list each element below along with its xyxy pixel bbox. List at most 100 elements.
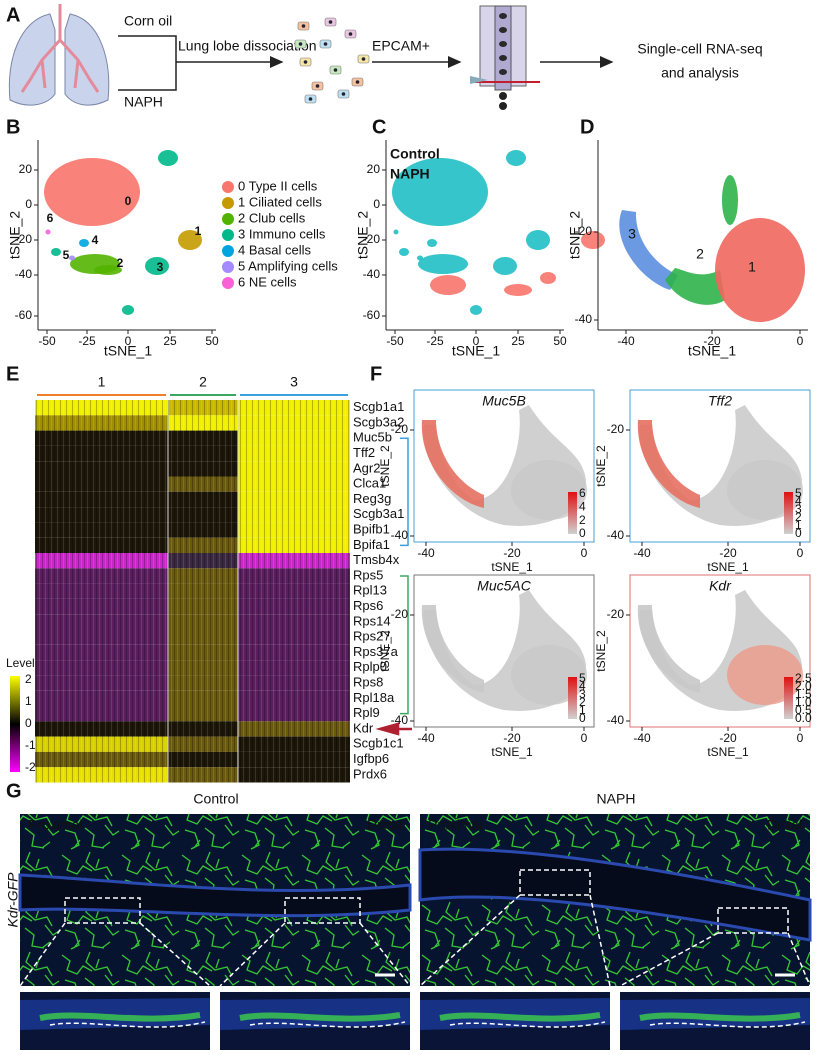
- cell-cluster: [393, 229, 399, 235]
- cell-cluster: [504, 284, 532, 296]
- gene-label: Rps6: [353, 598, 383, 613]
- gene-label: Tmsb4x: [353, 552, 400, 567]
- cell-cluster: [45, 229, 51, 235]
- treatment-label: NAPH: [124, 94, 163, 110]
- cell: [499, 13, 507, 19]
- cluster-id: 6: [47, 211, 54, 225]
- inset-epithelium: [620, 998, 810, 1030]
- cluster-id: 2: [117, 256, 124, 270]
- panel-label: B: [6, 116, 20, 138]
- cell-cluster: [470, 305, 482, 315]
- airway: [20, 4, 100, 93]
- y-tick-label: -40: [391, 713, 409, 727]
- inset-epithelium: [420, 998, 610, 1030]
- x-tick-label: 50: [553, 334, 567, 348]
- gene-label: Scgb1a1: [353, 399, 404, 414]
- scale-tick: 5: [579, 671, 586, 685]
- nucleus: [315, 84, 320, 88]
- y-tick-label: 0: [373, 197, 380, 211]
- scale-tick: 2: [579, 695, 586, 709]
- x-tick-label: 0: [581, 731, 588, 745]
- x-axis-label: tSNE_1: [491, 560, 533, 574]
- cell-cluster: [51, 248, 61, 256]
- legend-tick: 2: [25, 672, 32, 686]
- inset-outline: [449, 1021, 606, 1028]
- legend-swatch: [222, 181, 234, 193]
- y-tick-label: -20: [607, 607, 625, 621]
- legend-label: 2 Club cells: [238, 210, 306, 225]
- x-tick-label: -20: [503, 731, 521, 745]
- inset-outline: [249, 1021, 406, 1028]
- x-tick-label: -25: [426, 334, 444, 348]
- airway-epithelium: [18, 873, 412, 918]
- y-tick-label: -40: [607, 713, 625, 727]
- legend-label: Control: [390, 146, 440, 162]
- cell-cluster: [158, 150, 178, 166]
- step-label: and analysis: [661, 65, 739, 81]
- plot-frame: [413, 574, 595, 728]
- legend-swatch: [222, 229, 234, 241]
- cluster-id: 5: [63, 248, 70, 262]
- x-tick-label: -50: [386, 334, 404, 348]
- scale-tick: 1: [579, 703, 586, 717]
- cell-cluster: [145, 257, 169, 275]
- nucleus: [341, 92, 346, 96]
- x-axis-label: tSNE_1: [452, 343, 500, 359]
- airway-epithelium: [418, 847, 812, 942]
- scale-tick: 4: [579, 679, 586, 693]
- gene-label: Prdx6: [353, 766, 387, 781]
- cell-cluster: [122, 305, 134, 315]
- cell: [499, 55, 507, 61]
- arrow: [375, 722, 412, 736]
- nucleus: [301, 24, 306, 28]
- y-tick-label: 20: [19, 162, 33, 176]
- x-tick-label: -20: [719, 546, 737, 560]
- nucleus: [298, 42, 303, 46]
- nucleus: [328, 20, 333, 24]
- inset-signal: [439, 1012, 601, 1022]
- y-axis-label: tSNE_2: [7, 211, 23, 259]
- bracket: [400, 575, 409, 715]
- treatment-label: Corn oil: [124, 13, 172, 29]
- scale-tick: 0.0: [795, 711, 812, 725]
- nucleus: [361, 57, 366, 61]
- scale-tick: 1: [795, 518, 802, 532]
- panel-label: G: [6, 780, 22, 802]
- x-tick-label: 0: [581, 546, 588, 560]
- cell-highlight: [421, 420, 484, 508]
- y-tick-label: -40: [363, 267, 381, 281]
- color-scale: [10, 676, 20, 772]
- x-tick-label: -50: [38, 334, 56, 348]
- condition-label: NAPH: [597, 791, 636, 807]
- x-axis-label: tSNE_1: [104, 343, 152, 359]
- cell-cluster: [417, 255, 423, 261]
- scale-tick: 6: [579, 486, 586, 500]
- cell-cluster: [392, 158, 488, 226]
- cell-cluster: [427, 239, 437, 247]
- gene-label: Rps37a: [353, 644, 399, 659]
- cell-highlight: [637, 420, 700, 508]
- gene-label: Clca1: [353, 476, 386, 491]
- scale-tick: 3: [795, 502, 802, 516]
- legend-tick: 0: [25, 716, 32, 730]
- droplet: [499, 102, 507, 110]
- cluster-id: 1: [195, 224, 202, 238]
- gene-title: Kdr: [709, 578, 732, 594]
- y-tick-label: -20: [607, 422, 625, 436]
- region-label: Distal: [767, 817, 802, 833]
- panel-label: A: [6, 4, 20, 26]
- cell-cluster: [79, 239, 89, 247]
- zoom-box: [519, 869, 591, 896]
- x-tick-label: -40: [417, 731, 435, 745]
- legend-label: 4 Basal cells: [238, 242, 311, 257]
- cell-highlight: [421, 605, 484, 693]
- y-tick-label: -20: [363, 232, 381, 246]
- cell-cluster: [94, 265, 122, 275]
- x-tick-label: -20: [719, 731, 737, 745]
- legend-swatch: [222, 261, 234, 273]
- x-tick-label: 0: [125, 334, 132, 348]
- cell-cluster: [665, 268, 725, 305]
- gene-label: Tff2: [353, 445, 375, 460]
